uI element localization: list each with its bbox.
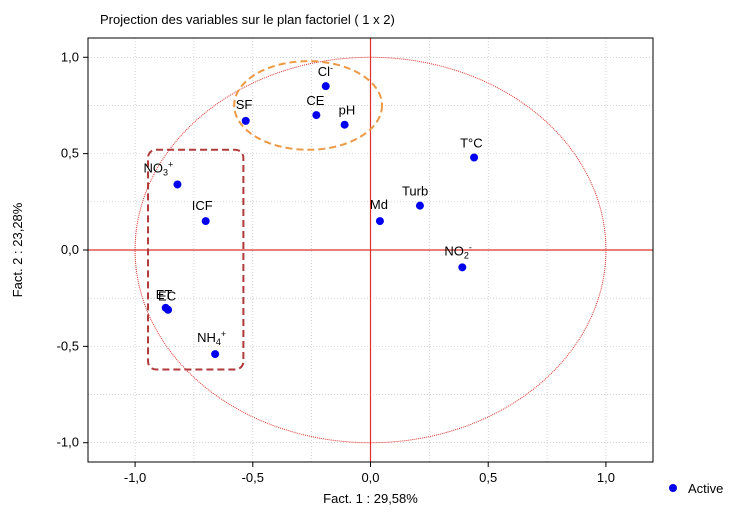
data-point <box>375 217 384 226</box>
point-label: ET <box>156 287 173 302</box>
tick-labels: -1,0 -0,5 0,0 0,5 1,0 1,0 0,5 0,0 -0,5 -1,0 <box>57 49 615 485</box>
data-point <box>173 180 182 189</box>
legend: Active <box>669 481 723 496</box>
data-point <box>164 305 173 314</box>
x-tick-label: 0,5 <box>479 470 497 485</box>
red-group-rect <box>147 148 245 371</box>
data-point <box>241 116 250 125</box>
point-label: pH <box>339 103 356 118</box>
point-label: NH4+ <box>197 329 226 347</box>
y-tick-label: 1,0 <box>61 49 79 64</box>
point-label: SF <box>236 97 253 112</box>
point-label: T°C <box>460 135 483 150</box>
chart-title: Projection des variables sur le plan fac… <box>100 12 395 27</box>
point-label: ICF <box>192 198 213 213</box>
point-label: NO3+ <box>143 159 173 177</box>
group-annotations <box>147 60 384 371</box>
x-tick-label: 1,0 <box>597 470 615 485</box>
point-label: NO2- <box>444 242 472 260</box>
orange-group-ellipse <box>233 60 384 151</box>
x-tick-label: -1,0 <box>124 470 146 485</box>
legend-entry: Active <box>688 481 723 496</box>
point-label: EC <box>158 289 176 304</box>
data-point <box>340 120 349 129</box>
x-axis-label: Fact. 1 : 29,58% <box>323 491 418 506</box>
x-tick-label: 0,0 <box>361 470 379 485</box>
y-axis-label: Fact. 2 : 23,28% <box>10 202 25 297</box>
y-tick-label: -0,5 <box>57 338 79 353</box>
point-label: Turb <box>402 184 428 199</box>
data-point <box>211 350 220 359</box>
data-point <box>458 263 467 272</box>
point-label: Md <box>370 197 388 212</box>
x-tick-label: -0,5 <box>242 470 264 485</box>
y-tick-label: 0,5 <box>61 146 79 161</box>
data-point <box>201 217 210 226</box>
data-point <box>470 153 479 162</box>
data-point <box>321 82 330 91</box>
point-label: Cl- <box>318 63 333 79</box>
data-point <box>415 201 424 210</box>
y-tick-label: -1,0 <box>57 435 79 450</box>
legend-marker <box>669 484 677 492</box>
data-point <box>312 111 321 120</box>
y-tick-label: 0,0 <box>61 242 79 257</box>
zero-axes <box>88 38 653 462</box>
point-label: CE <box>306 93 324 108</box>
